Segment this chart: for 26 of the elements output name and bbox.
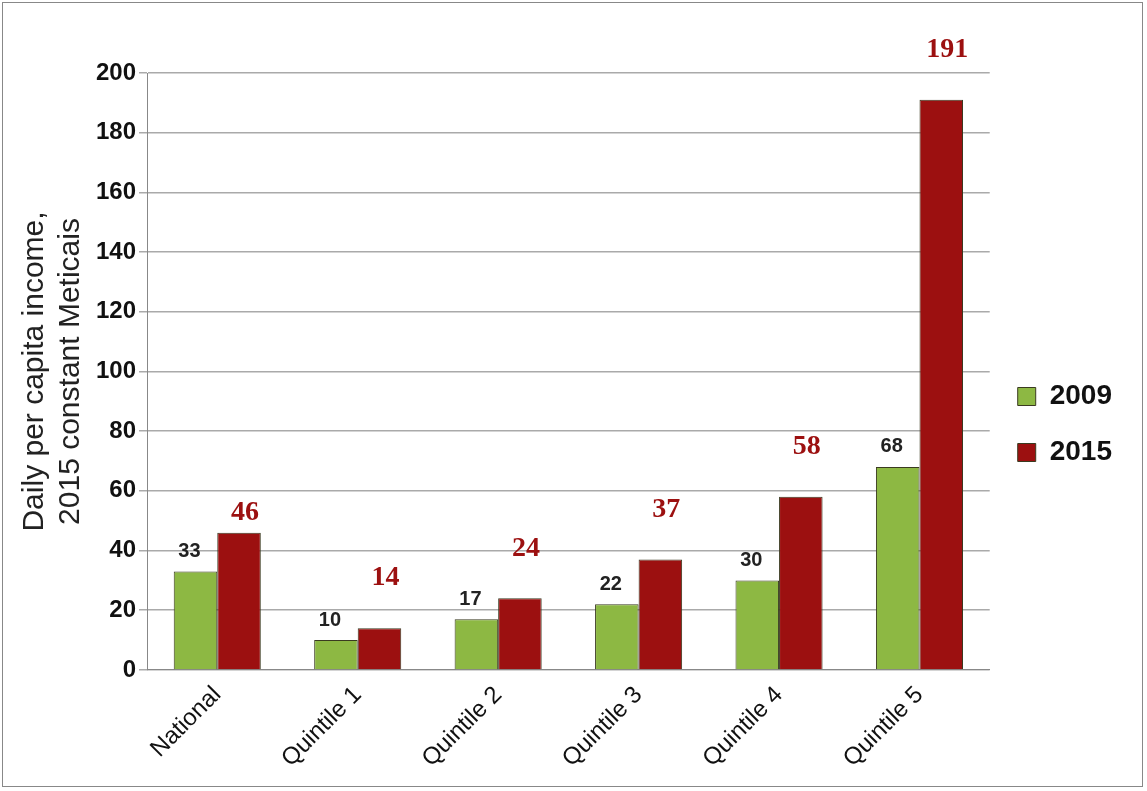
data-label: 33 bbox=[178, 538, 201, 561]
data-label: 24 bbox=[511, 530, 540, 562]
data-label: 10 bbox=[318, 607, 342, 630]
y-axis-title: Daily per capita income, 2015 constant Meticais bbox=[16, 211, 86, 532]
data-label: 37 bbox=[652, 491, 681, 523]
y-tick-label: 20 bbox=[109, 594, 137, 622]
data-label: 17 bbox=[459, 586, 482, 609]
y-tick-label: 180 bbox=[96, 117, 137, 145]
y-tick-label: 60 bbox=[109, 475, 137, 503]
data-label: 30 bbox=[740, 547, 763, 570]
data-label: 58 bbox=[792, 429, 821, 461]
y-tick-label: 160 bbox=[96, 177, 137, 205]
y-tick-label: 200 bbox=[96, 57, 137, 85]
data-label: 68 bbox=[880, 434, 903, 457]
legend-label: 2009 bbox=[1049, 379, 1113, 411]
data-label: 22 bbox=[599, 571, 622, 594]
data-label: 46 bbox=[231, 494, 260, 526]
y-tick-label: 120 bbox=[96, 296, 137, 324]
data-label: 14 bbox=[371, 560, 400, 592]
data-label: 191 bbox=[926, 32, 969, 64]
y-tick-label: 100 bbox=[96, 356, 137, 384]
y-tick-label: 0 bbox=[122, 654, 137, 682]
y-tick-label: 40 bbox=[109, 535, 137, 563]
y-tick-label: 140 bbox=[96, 236, 137, 264]
legend-label: 2015 bbox=[1049, 435, 1113, 467]
y-tick-label: 80 bbox=[109, 415, 137, 443]
